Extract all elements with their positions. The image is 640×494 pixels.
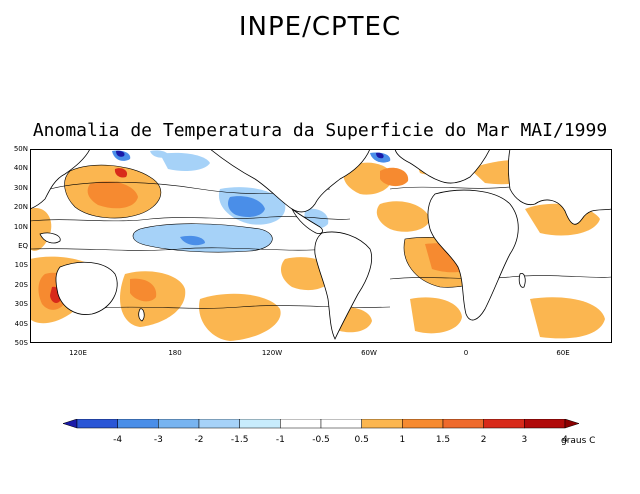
land-new-zealand <box>138 308 145 322</box>
cold-anomaly-regions <box>112 150 391 246</box>
colorbar-tick-label: 4 <box>562 435 568 445</box>
land-central-america <box>291 208 323 234</box>
latitude-label: 20N <box>13 203 28 212</box>
longitude-label: 120W <box>261 349 283 357</box>
latitude-label: 10N <box>13 222 28 231</box>
latitude-label: 40N <box>13 164 28 173</box>
colorbar-tick-label: 0.5 <box>354 435 369 445</box>
map-title: Anomalia de Temperatura da Superficie do… <box>32 120 608 141</box>
colorbar-tick-label: 2 <box>480 435 487 445</box>
land-north-america <box>208 148 371 213</box>
land-australia <box>55 261 118 315</box>
land-masses <box>29 148 613 340</box>
land-europe <box>394 148 491 184</box>
latitude-label: 10S <box>14 261 28 270</box>
latitude-label: 50N <box>13 145 28 153</box>
colorbar-tick-label: 3 <box>521 435 528 445</box>
sst-anomaly-map <box>29 148 613 343</box>
latitude-label: 50S <box>14 339 28 347</box>
land-south-america <box>314 231 373 340</box>
latitude-label: EQ <box>18 242 28 250</box>
colorbar-bin <box>524 418 566 429</box>
colorbar-bin <box>198 418 240 429</box>
latitude-label: 20S <box>14 280 28 289</box>
colorbar-bin <box>442 418 484 429</box>
land-indonesia <box>39 232 61 244</box>
colorbar-bin <box>62 418 78 429</box>
colorbar-tick-label: -2 <box>194 435 204 445</box>
very-cold-anomaly-regions <box>116 150 384 159</box>
colorbar <box>62 418 580 441</box>
colorbar-bin <box>280 418 322 429</box>
longitude-label: 60E <box>556 349 570 357</box>
latitude-label: 30S <box>14 300 28 309</box>
colorbar-bin <box>117 418 159 429</box>
colorbar-tick-label: 1 <box>399 435 406 445</box>
header-title: INPE/CPTEC <box>238 12 402 42</box>
land-asia <box>29 148 91 210</box>
colorbar-tick-label: -4 <box>113 435 123 445</box>
colorbar-tick-label: -1.5 <box>230 435 249 445</box>
colorbar-bin <box>76 418 118 429</box>
colorbar-bin <box>483 418 525 429</box>
longitude-label: 0 <box>463 349 469 357</box>
longitude-label: 180 <box>168 349 182 357</box>
colorbar-units: graus C <box>561 436 596 446</box>
colorbar-tick-label: -3 <box>153 435 163 445</box>
colorbar-tick-label: 1.5 <box>435 435 451 445</box>
latitude-label: 40S <box>14 319 28 328</box>
colorbar-bin <box>158 418 200 429</box>
colorbar-bin <box>564 418 580 429</box>
colorbar-bin <box>320 418 362 429</box>
map-frame <box>30 149 612 343</box>
land-africa <box>427 189 519 321</box>
colorbar-bin <box>239 418 281 429</box>
longitude-label: 120E <box>69 349 87 357</box>
latitude-label: 30N <box>13 183 28 192</box>
colorbar-bin <box>361 418 403 429</box>
longitude-label: 60W <box>361 349 377 357</box>
land-madagascar <box>518 272 526 288</box>
land-arabia-india <box>508 148 613 225</box>
colorbar-bin <box>402 418 444 429</box>
colorbar-tick-label: -0.5 <box>312 435 330 445</box>
colorbar-tick-label: -1 <box>275 435 285 445</box>
